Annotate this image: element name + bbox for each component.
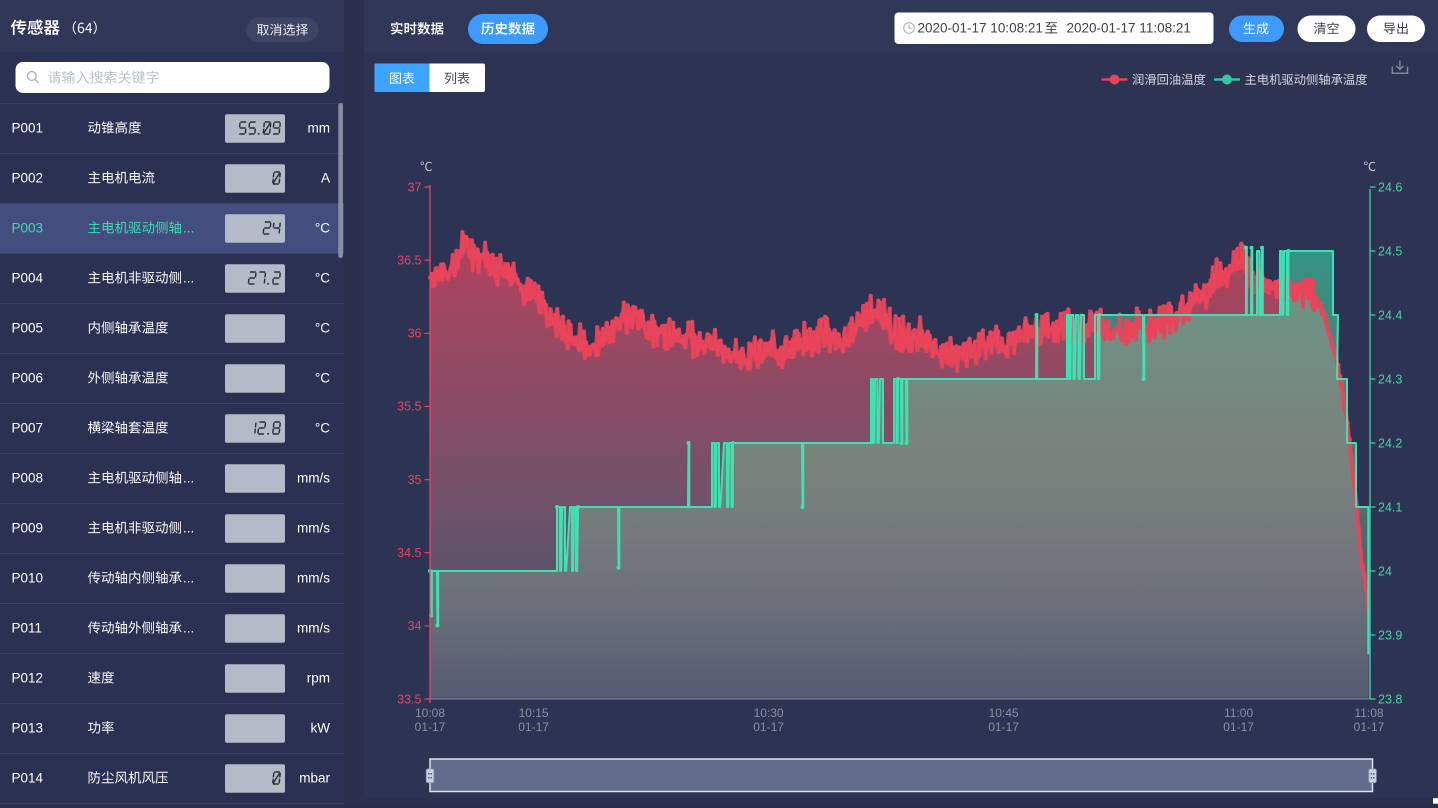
svg-text:10:15: 10:15 (519, 706, 549, 720)
svg-text:01-17: 01-17 (518, 720, 549, 734)
svg-text:°C: °C (315, 371, 330, 386)
svg-text:...: ... (183, 621, 194, 636)
svg-text:°C: °C (315, 321, 330, 336)
svg-text:10:08: 10:08 (415, 706, 445, 720)
svg-text:10:45: 10:45 (989, 706, 1019, 720)
svg-text:33.5: 33.5 (397, 692, 421, 706)
svg-text:34.5: 34.5 (397, 546, 421, 560)
svg-text:A: A (321, 171, 330, 186)
svg-text:mm/s: mm/s (297, 471, 330, 486)
svg-text:...: ... (183, 571, 194, 586)
svg-text:°C: °C (315, 421, 330, 436)
svg-text:34: 34 (408, 619, 422, 633)
svg-text:P014: P014 (12, 771, 44, 786)
svg-text:P004: P004 (12, 271, 44, 286)
svg-text:...: ... (183, 221, 194, 236)
svg-text:°C: °C (315, 221, 330, 236)
svg-text:P002: P002 (12, 171, 44, 186)
svg-text:24.4: 24.4 (1378, 308, 1402, 322)
svg-text:24.2: 24.2 (1378, 436, 1402, 450)
svg-text:2020-01-17 11:08:21: 2020-01-17 11:08:21 (1067, 21, 1191, 36)
svg-text:01-17: 01-17 (1223, 720, 1254, 734)
svg-text:P003: P003 (12, 221, 44, 236)
svg-text:mm/s: mm/s (297, 621, 330, 636)
svg-text:37: 37 (408, 180, 422, 194)
svg-text:P009: P009 (12, 521, 44, 536)
svg-text:36: 36 (408, 327, 422, 341)
svg-text:P008: P008 (12, 471, 44, 486)
svg-text:P012: P012 (12, 671, 44, 686)
svg-text:P005: P005 (12, 321, 44, 336)
svg-text:mm: mm (308, 121, 331, 136)
svg-text:mm/s: mm/s (297, 521, 330, 536)
svg-text:kW: kW (311, 721, 331, 736)
svg-text:P007: P007 (12, 421, 44, 436)
svg-text:24.6: 24.6 (1378, 180, 1402, 194)
svg-text:P011: P011 (12, 621, 43, 636)
svg-text:24.5: 24.5 (1378, 244, 1402, 258)
svg-text:01-17: 01-17 (988, 720, 1019, 734)
svg-text:01-17: 01-17 (415, 720, 446, 734)
svg-text:2020-01-17 10:08:21: 2020-01-17 10:08:21 (918, 21, 1043, 36)
svg-text:mbar: mbar (299, 771, 330, 786)
svg-text:P006: P006 (12, 371, 44, 386)
svg-text:P013: P013 (12, 721, 44, 736)
svg-text:24.1: 24.1 (1378, 500, 1402, 514)
svg-text:24: 24 (1378, 564, 1392, 578)
svg-text:P001: P001 (12, 121, 44, 136)
svg-text:P010: P010 (12, 571, 44, 586)
svg-text:35: 35 (408, 473, 422, 487)
svg-text:11:08: 11:08 (1354, 706, 1383, 720)
svg-text:23.8: 23.8 (1378, 692, 1402, 706)
svg-text:°C: °C (315, 271, 330, 286)
svg-text:36.5: 36.5 (397, 253, 421, 267)
svg-text:10:30: 10:30 (754, 706, 784, 720)
svg-text:01-17: 01-17 (1354, 720, 1385, 734)
svg-text:mm/s: mm/s (297, 571, 330, 586)
svg-text:23.9: 23.9 (1378, 628, 1402, 642)
svg-text:...: ... (183, 471, 194, 486)
svg-text:35.5: 35.5 (397, 400, 421, 414)
svg-text:11:00: 11:00 (1224, 706, 1253, 720)
svg-text:01-17: 01-17 (753, 720, 784, 734)
svg-text:rpm: rpm (307, 671, 330, 686)
svg-text:...: ... (183, 521, 194, 536)
svg-text:24.3: 24.3 (1378, 372, 1402, 386)
svg-text:...: ... (183, 271, 194, 286)
